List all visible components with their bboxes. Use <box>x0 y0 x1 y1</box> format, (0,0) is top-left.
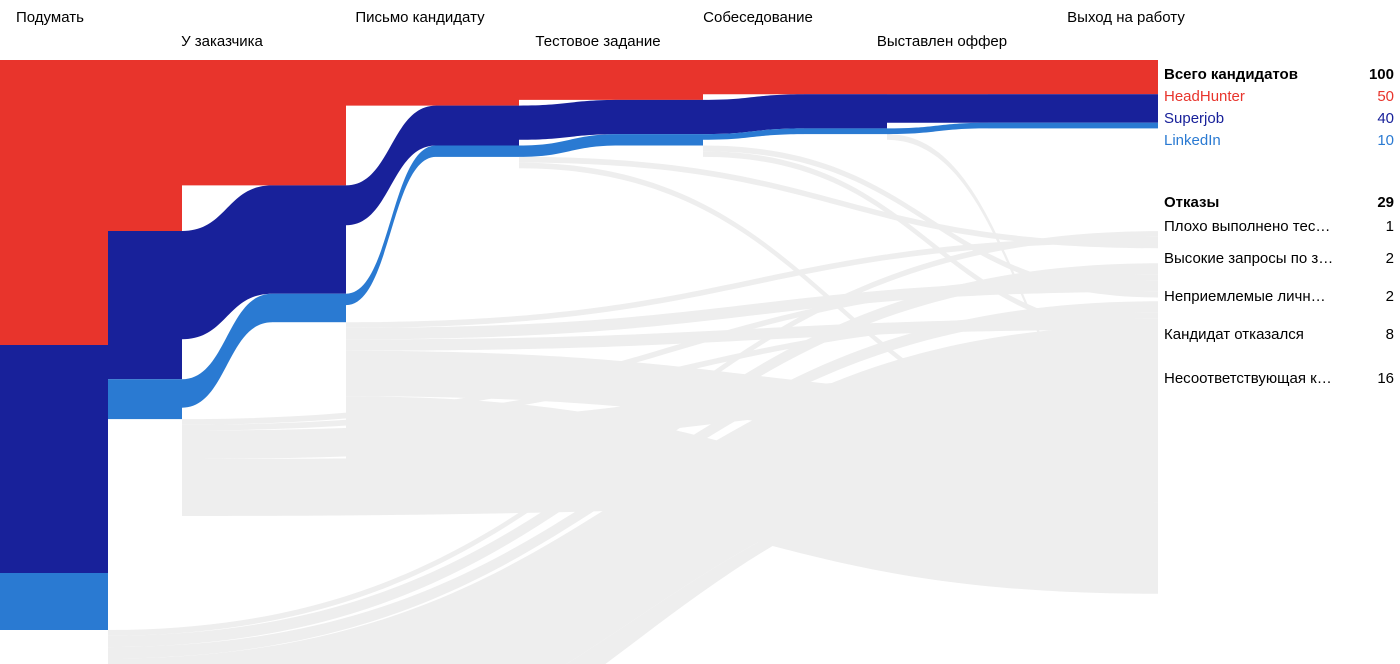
legend-reject-4-label: Несоответствующая к… <box>1164 370 1332 387</box>
legend-source-1-value: 40 <box>1377 110 1394 127</box>
stage-node <box>272 294 346 323</box>
legend-reject-3-label: Кандидат отказался <box>1164 326 1304 343</box>
stage-node <box>0 345 108 573</box>
legend-source-2: LinkedIn 10 <box>1164 132 1400 154</box>
source-flow <box>519 60 620 100</box>
legend-total-label: Всего кандидатов <box>1164 66 1298 83</box>
legend-reject-1-value: 2 <box>1386 250 1394 267</box>
legend-reject-0-label: Плохо выполнено тест… <box>1164 218 1334 235</box>
legend-total: Всего кандидатов 100 <box>1164 66 1400 88</box>
legend-reject-4-value: 16 <box>1377 370 1394 387</box>
legend-total-value: 100 <box>1369 66 1394 83</box>
stage-label: Собеседование <box>703 9 813 26</box>
legend-source-0: HeadHunter 50 <box>1164 88 1400 110</box>
stage-labels: Подумать У заказчика Письмо кандидату Тесто… <box>16 9 1185 50</box>
stage-node <box>108 60 182 231</box>
stage-label: Подумать <box>16 9 84 26</box>
stage-node <box>620 134 703 145</box>
legend-reject-1: Высокие запросы по з… 2 <box>1164 250 1400 288</box>
stage-node <box>804 94 887 128</box>
source-flow <box>346 60 436 106</box>
stage-node <box>0 60 108 345</box>
legend-source-0-label: HeadHunter <box>1164 88 1245 105</box>
source-flow <box>346 106 436 226</box>
stage-node <box>988 60 1158 94</box>
stage-node <box>108 231 182 379</box>
source-flow <box>519 100 620 140</box>
stage-node <box>436 106 519 146</box>
stage-node <box>620 100 703 134</box>
stage-node <box>272 60 346 185</box>
legend-reject-2-value: 2 <box>1386 288 1394 305</box>
legend-rejects-header-value: 29 <box>1377 194 1394 211</box>
stage-node <box>272 185 346 293</box>
source-flow <box>703 94 804 134</box>
legend-reject-0-value: 1 <box>1386 218 1394 235</box>
legend-reject-3: Кандидат отказался 8 <box>1164 326 1400 370</box>
legend-reject-3-value: 8 <box>1386 326 1394 343</box>
stage-node <box>108 379 182 419</box>
stage-label: Выход на работу <box>1067 9 1185 26</box>
stage-node <box>804 128 887 134</box>
stage-label: Выставлен оффер <box>877 33 1007 50</box>
stage-node <box>620 60 703 100</box>
source-flow <box>887 123 988 134</box>
legend-source-2-value: 10 <box>1377 132 1394 149</box>
legend-reject-2-label: Неприемлемые личны… <box>1164 288 1334 305</box>
stage-node <box>436 60 519 106</box>
legend-rejects-header: Отказы 29 <box>1164 194 1400 218</box>
legend-reject-1-label: Высокие запросы по з… <box>1164 250 1333 267</box>
stage-label: У заказчика <box>181 33 263 50</box>
source-flow <box>182 60 272 185</box>
legend-source-1-label: Superjob <box>1164 110 1224 127</box>
source-flow <box>887 60 988 94</box>
source-flow <box>703 60 804 94</box>
stage-node <box>804 60 887 94</box>
legend-source-2-label: LinkedIn <box>1164 132 1221 149</box>
legend-reject-4: Несоответствующая к… 16 <box>1164 370 1400 430</box>
legend-source-0-value: 50 <box>1377 88 1394 105</box>
legend-rejects-header-label: Отказы <box>1164 194 1219 211</box>
stage-node <box>436 146 519 157</box>
stage-label: Письмо кандидату <box>355 9 485 26</box>
source-flow <box>887 94 988 123</box>
legend-panel: Всего кандидатов 100 HeadHunter 50 Superjob 4… <box>1164 66 1400 430</box>
stage-label: Тестовое задание <box>535 33 660 50</box>
legend-reject-0: Плохо выполнено тест… 1 <box>1164 218 1400 250</box>
legend-reject-2: Неприемлемые личны… 2 <box>1164 288 1400 326</box>
legend-source-1: Superjob 40 <box>1164 110 1400 132</box>
stage-node <box>988 123 1158 129</box>
stage-node <box>988 94 1158 123</box>
stage-node <box>0 573 108 630</box>
